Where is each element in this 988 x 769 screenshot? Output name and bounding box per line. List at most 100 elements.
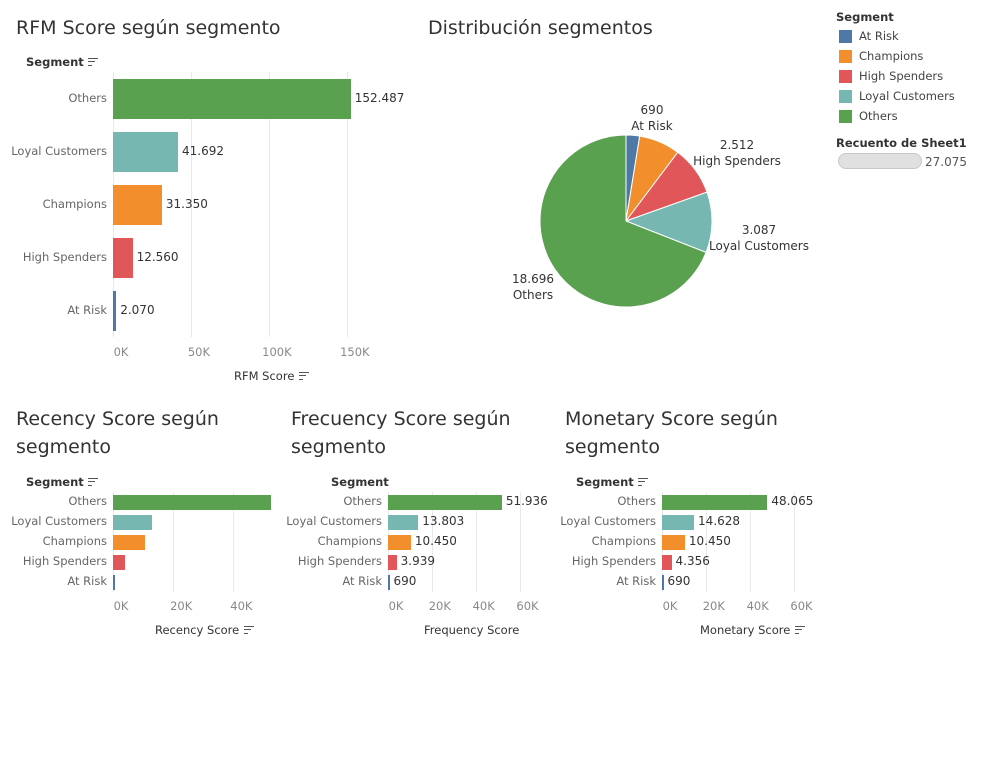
sort-icon[interactable] [87, 57, 98, 67]
bar-champions[interactable] [113, 184, 162, 225]
gridline [233, 492, 235, 592]
gridline [431, 492, 433, 592]
legend-swatch [839, 49, 852, 63]
category-label: At Risk [67, 302, 107, 317]
rfm-x-axis-title[interactable]: RFM Score [234, 369, 310, 383]
category-label: At Risk [67, 574, 107, 588]
rfm-segment-shelf-label: Segment [26, 55, 84, 69]
bar-loyal-customers[interactable] [662, 514, 695, 530]
bar-others[interactable] [662, 494, 768, 510]
sort-icon[interactable] [299, 371, 310, 381]
bar-at-risk[interactable] [113, 574, 116, 590]
pie-chart-title: Distribución segmentos [428, 17, 653, 39]
data-label: 4.356 [675, 554, 710, 568]
recency-segment-shelf-label: Segment [26, 475, 84, 489]
bar-at-risk[interactable] [113, 290, 117, 331]
recency-chart-title: Recency Score según segmento [16, 408, 219, 458]
legend-label: High Spenders [859, 69, 944, 83]
bar-others[interactable] [388, 494, 502, 510]
category-label: High Spenders [22, 249, 107, 264]
bar-loyal-customers[interactable] [113, 131, 178, 172]
category-label: Champions [317, 534, 382, 548]
pie-label-at-risk: 690 At Risk [592, 102, 712, 134]
data-label: 2.070 [120, 302, 155, 317]
x-tick-label: 40K [230, 599, 253, 613]
bar-champions[interactable] [662, 534, 685, 550]
legend-swatch [839, 109, 852, 123]
gridline [475, 492, 477, 592]
size-legend-value: 27.075 [925, 155, 967, 169]
data-label: 14.628 [698, 514, 741, 528]
size-legend-slider[interactable] [838, 153, 922, 169]
frequency-segment-shelf[interactable]: Segment [331, 475, 389, 489]
bar-at-risk[interactable] [388, 574, 390, 590]
pie-label-name: Loyal Customers [709, 239, 809, 253]
recency-x-axis-title[interactable]: Recency Score [155, 623, 255, 637]
pie-label-others: 18.696 Others [473, 271, 593, 303]
recency-segment-shelf[interactable]: Segment [26, 475, 98, 489]
legend-swatch [839, 29, 852, 43]
bar-others[interactable] [113, 78, 351, 119]
category-label: At Risk [616, 574, 656, 588]
legend-title: Segment [836, 10, 894, 24]
bar-loyal-customers[interactable] [388, 514, 419, 530]
monetary-x-axis-label: Monetary Score [700, 623, 791, 637]
sort-icon[interactable] [87, 477, 98, 487]
x-tick-label: 0K [388, 599, 404, 613]
legend-item-loyal-customers[interactable]: Loyal Customers [839, 89, 955, 103]
x-tick-label: 50K [187, 345, 211, 359]
category-label: At Risk [342, 574, 382, 588]
category-label: Loyal Customers [286, 514, 382, 528]
recency-x-axis-label: Recency Score [155, 623, 240, 637]
category-label: Loyal Customers [11, 143, 107, 158]
legend-item-champions[interactable]: Champions [839, 49, 923, 63]
gridline [705, 492, 707, 592]
bar-others[interactable] [113, 494, 271, 510]
sort-icon[interactable] [637, 477, 648, 487]
frequency-chart-title: Frecuency Score según segmento [291, 408, 511, 458]
size-legend-title: Recuento de Sheet1 [836, 136, 967, 150]
bar-high-spenders[interactable] [662, 554, 672, 570]
monetary-segment-shelf[interactable]: Segment [576, 475, 648, 489]
legend-item-others[interactable]: Others [839, 109, 898, 123]
pie-label-high-spenders: 2.512 High Spenders [677, 137, 797, 169]
data-label: 10.450 [688, 534, 731, 548]
category-label: High Spenders [22, 554, 107, 568]
bar-at-risk[interactable] [662, 574, 664, 590]
legend-item-at-risk[interactable]: At Risk [839, 29, 899, 43]
bar-champions[interactable] [113, 534, 145, 550]
monetary-x-axis-title[interactable]: Monetary Score [700, 623, 806, 637]
frequency-segment-shelf-label: Segment [331, 475, 389, 489]
frequency-x-axis-title[interactable]: Frequency Score [424, 623, 519, 637]
legend-swatch [839, 69, 852, 83]
pie-label-name: At Risk [631, 119, 673, 133]
pie-label-loyal-customers: 3.087 Loyal Customers [699, 222, 819, 254]
x-tick-label: 40K [746, 599, 769, 613]
data-label: 690 [393, 574, 417, 588]
category-label: Others [68, 90, 107, 105]
data-label: 152.487 [354, 90, 405, 105]
pie-label-name: Others [512, 288, 554, 302]
gridline [793, 492, 795, 592]
category-label: Champions [42, 534, 107, 548]
legend-item-high-spenders[interactable]: High Spenders [839, 69, 943, 83]
bar-high-spenders[interactable] [388, 554, 397, 570]
bar-loyal-customers[interactable] [113, 514, 153, 530]
bar-high-spenders[interactable] [113, 554, 125, 570]
bar-high-spenders[interactable] [113, 237, 133, 278]
gridline [749, 492, 751, 592]
sort-icon[interactable] [795, 625, 806, 635]
data-label: 13.803 [422, 514, 465, 528]
sort-icon[interactable] [244, 625, 255, 635]
pie-label-value: 690 [640, 103, 664, 117]
pie-slice-others[interactable] [539, 134, 707, 308]
gridline [519, 492, 521, 592]
x-tick-label: 100K [262, 345, 292, 359]
data-label: 41.692 [181, 143, 224, 158]
data-label: 3.939 [400, 554, 435, 568]
bar-champions[interactable] [388, 534, 411, 550]
gridline [268, 72, 270, 337]
legend-label: Others [859, 109, 898, 123]
rfm-segment-shelf[interactable]: Segment [26, 55, 98, 69]
x-tick-label: 0K [113, 345, 129, 359]
